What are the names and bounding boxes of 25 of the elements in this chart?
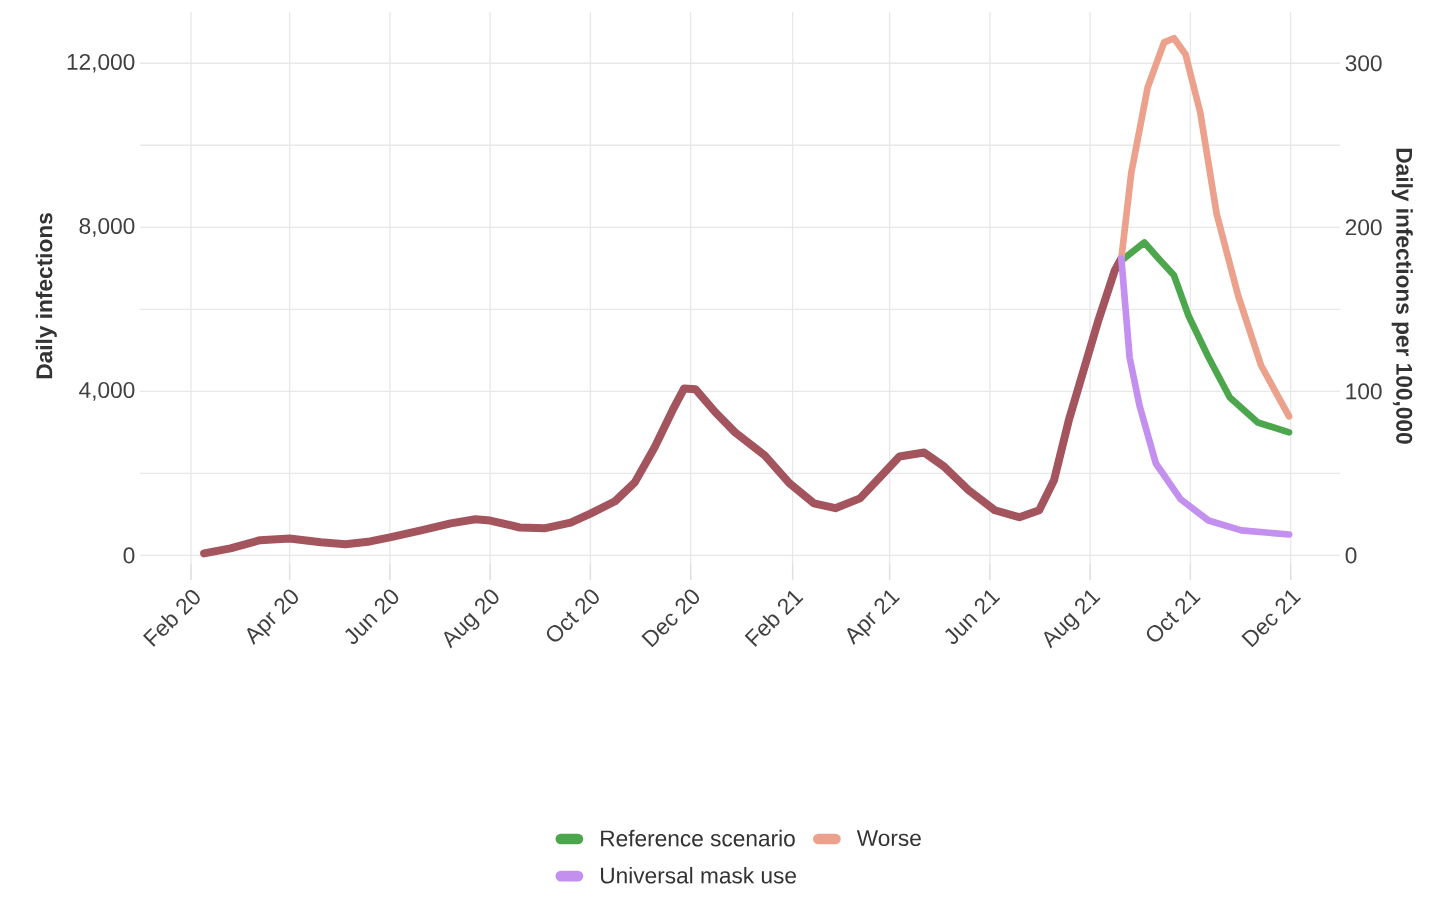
x-tick-label: Feb 20 [142,589,200,647]
x-tick-label: Aug 21 [1044,590,1101,649]
y-tick-label: 8,000 [79,217,135,237]
x-tick-label: Jun 21 [945,590,1001,645]
x-tick-label: Dec 21 [1241,590,1302,648]
y2-tick-label: 200 [1345,219,1382,236]
y2-tick-label: 100 [1346,383,1382,400]
x-tick-label: Apr 21 [847,590,900,646]
y-tick-label: 0 [123,547,135,564]
y2-tick-label: 0 [1345,547,1357,564]
x-tick-label: Oct 21 [1146,590,1201,642]
x-tick-label: Feb 21 [744,590,804,647]
x-tick-label: Aug 20 [444,589,499,649]
y-axis-title: Daily infections [35,213,57,379]
x-tick-label: Oct 20 [546,589,599,642]
y-tick-label: 4,000 [79,381,135,401]
y-tick-label: 12,000 [67,53,135,73]
x-tick-label: Dec 20 [641,589,700,648]
x-tick-label: Jun 20 [345,589,399,645]
y2-tick-label: 300 [1345,55,1382,72]
legend-label: Reference scenario [601,829,795,847]
legend-label: Worse [856,830,921,847]
x-tick-label: Apr 20 [247,589,298,646]
legend-label: Universal mask use [601,866,796,884]
y2-axis-title: Daily infections per 100,000 [1391,148,1413,444]
